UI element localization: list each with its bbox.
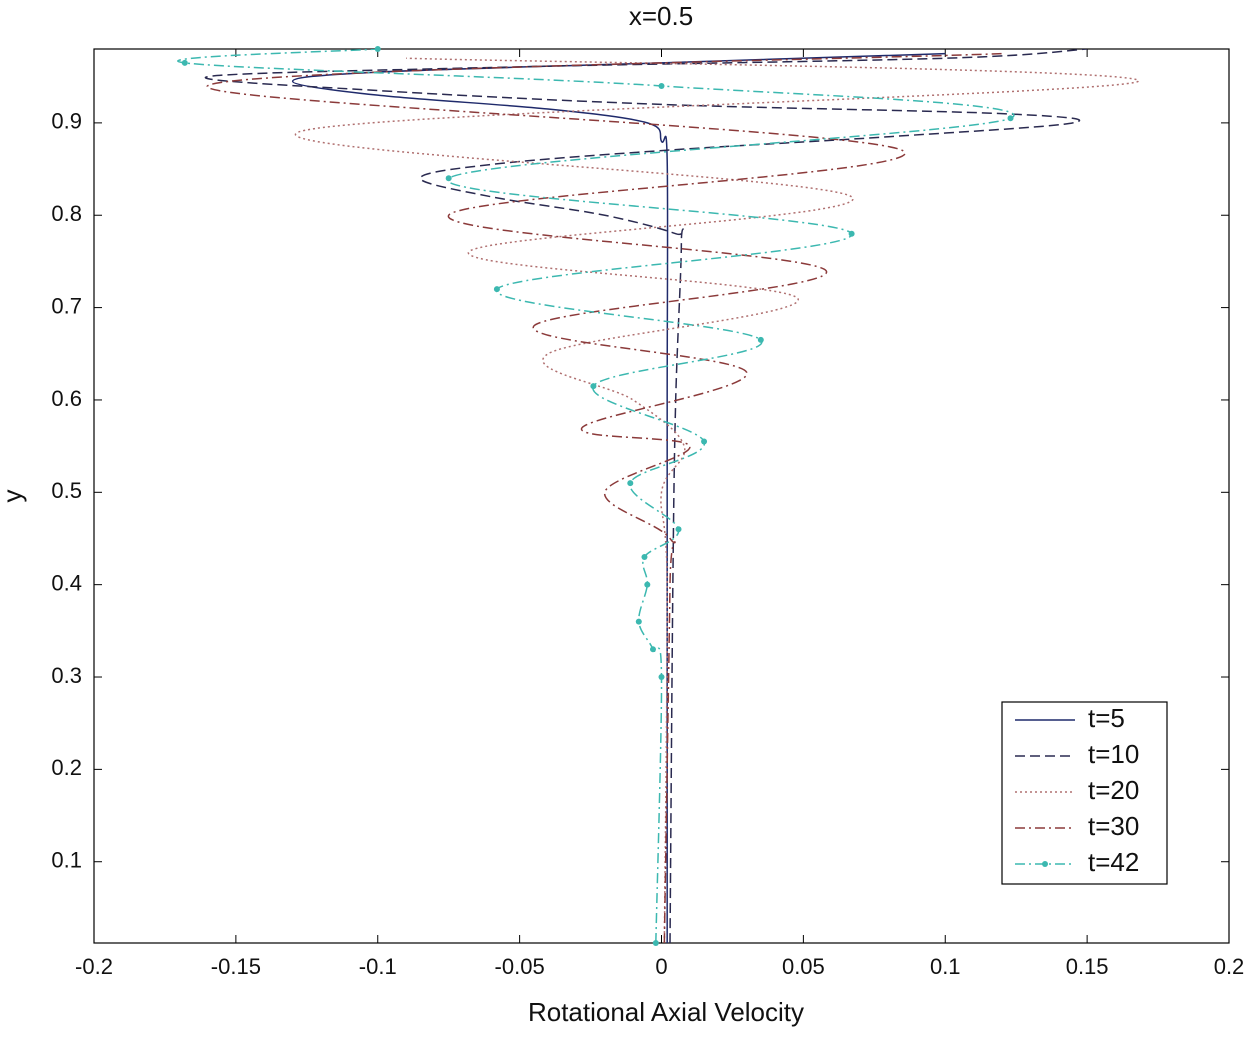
x-tick-label: 0.1: [930, 954, 961, 979]
y-tick-label: 0.6: [51, 386, 82, 411]
legend-label: t=5: [1088, 703, 1125, 733]
x-tick-label: 0.15: [1066, 954, 1109, 979]
line: [204, 49, 1088, 943]
line: [177, 49, 1015, 943]
y-tick-label: 0.4: [51, 570, 82, 595]
y-tick-label: 0.2: [51, 755, 82, 780]
legend-label: t=10: [1088, 739, 1139, 769]
marker: [641, 553, 648, 560]
marker: [374, 46, 381, 52]
marker: [635, 618, 642, 625]
x-axis-label: Rotational Axial Velocity: [528, 997, 804, 1027]
marker: [590, 383, 597, 390]
marker: [757, 336, 764, 343]
marker: [652, 940, 659, 946]
marker: [1007, 115, 1014, 122]
marker: [445, 175, 452, 182]
marker: [848, 230, 855, 237]
x-tick-label: 0.2: [1214, 954, 1245, 979]
legend-marker: [1042, 861, 1048, 867]
chart-title: x=0.5: [629, 1, 693, 31]
marker: [181, 59, 188, 66]
marker: [675, 526, 682, 533]
x-tick-label: 0.05: [782, 954, 825, 979]
x-tick-label: 0: [655, 954, 667, 979]
marker: [658, 82, 665, 89]
y-tick-label: 0.7: [51, 293, 82, 318]
legend-label: t=20: [1088, 775, 1139, 805]
marker: [627, 480, 634, 487]
marker: [701, 438, 708, 445]
marker: [493, 286, 500, 293]
x-tick-label: -0.15: [211, 954, 261, 979]
legend-label: t=30: [1088, 811, 1139, 841]
x-tick-label: -0.05: [495, 954, 545, 979]
line: [206, 52, 1003, 943]
marker: [658, 674, 665, 681]
y-tick-label: 0.5: [51, 478, 82, 503]
y-tick-label: 0.9: [51, 109, 82, 134]
y-axis-label: y: [0, 490, 27, 503]
y-tick-label: 0.8: [51, 201, 82, 226]
line: [294, 57, 1140, 943]
y-tick-label: 0.1: [51, 848, 82, 873]
legend: [1001, 701, 1168, 885]
x-tick-label: -0.1: [359, 954, 397, 979]
x-tick-label: -0.2: [75, 954, 113, 979]
legend-label: t=42: [1088, 847, 1139, 877]
marker: [644, 581, 651, 588]
y-tick-label: 0.3: [51, 663, 82, 688]
marker: [649, 646, 656, 653]
